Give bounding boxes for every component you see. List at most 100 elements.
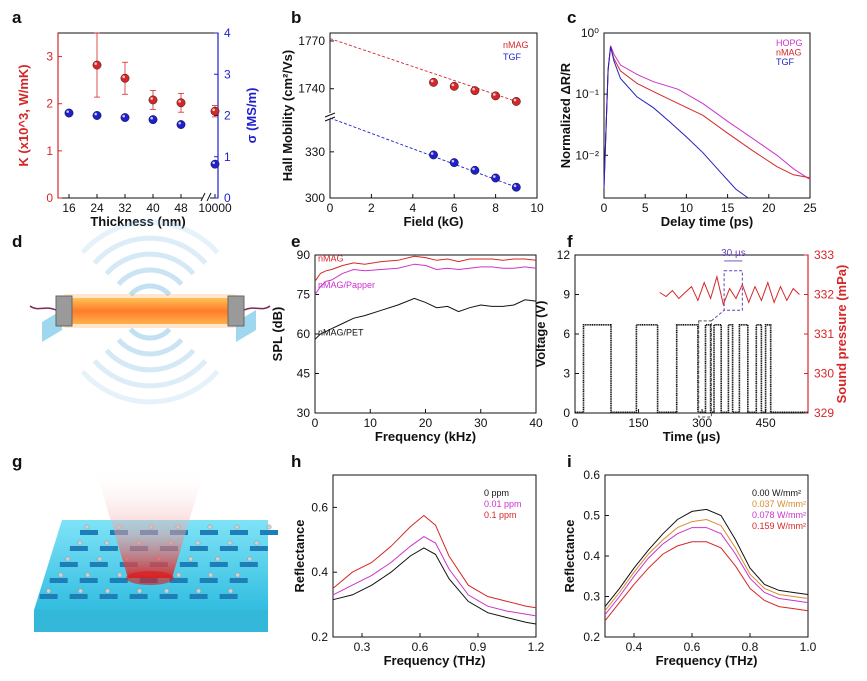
axis-break-gap [325,113,335,119]
analyte-molecule [77,540,83,546]
pulse-train [575,324,808,414]
data-point [148,115,158,125]
data-point [176,120,186,129]
y-tick-label: 333 [814,248,834,262]
resonator-slot [209,562,228,567]
analyte-molecule [235,572,241,578]
y-tick-label: 329 [814,406,834,420]
y-axis-label-left: K (x10^3, W/mK) [16,64,31,166]
x-tick-label: 0 [601,201,608,215]
analyte-molecule [105,588,111,594]
legend-entry: TGF [503,52,521,62]
x-axis-label: Time (μs) [663,429,721,444]
legend-entry: 0.01 ppm [484,499,522,509]
plot-frame [332,474,537,638]
data-point [511,182,521,192]
beam-spot [126,571,174,585]
y-axis-label: Reflectance [562,520,577,593]
x-tick-label: 25 [803,201,817,215]
analyte-molecule [85,572,91,578]
y-tick-label: 3 [224,67,231,81]
series-line [314,263,537,295]
data-point-highlight [212,108,215,112]
x-tick-label: 16 [62,201,76,215]
x-tick-label: 32 [118,201,132,215]
x-tick-label: 2 [368,201,375,215]
data-point-highlight [122,114,125,118]
x-tick-label: 20 [419,416,433,430]
panel-letter-i: i [567,452,572,471]
board-side [34,610,268,632]
resonator-slot [189,546,208,551]
x-tick-label: 0 [327,201,334,215]
lead-wire [243,305,271,311]
x-tick-label: 300 [692,416,712,430]
axis-break-gap [202,194,210,202]
y-tick-label: 1770 [298,34,325,48]
y-axis-label: Normalized ΔR/R [558,62,573,168]
data-point-highlight [178,121,181,125]
legend-entry: 0.00 W/mm² [752,488,801,498]
y-tick-label: 0.3 [583,590,600,604]
speaker-device-illustration [29,219,271,405]
sound-wave-arc [80,219,220,255]
x-axis-label: Frequency (kHz) [375,429,476,444]
x-tick-label: 150 [629,416,649,430]
data-point [449,158,459,168]
y-tick-label: 331 [814,327,834,341]
chart-f: 0 150 300 450 0 3 6 9 12 329 330 331 332 333 30 μs Time… [533,248,849,444]
data-point-highlight [493,175,496,178]
y-tick-label: 6 [563,327,570,341]
x-tick-label: 0.4 [626,640,643,654]
panel-letter-c: c [567,8,576,27]
analyte-molecule [164,588,170,594]
series-line [603,46,749,199]
resonator-slot [69,546,88,551]
axis-break-mark [200,192,206,202]
resonator-slot [219,546,238,551]
lead-wire [29,305,57,311]
data-point [92,111,102,120]
data-point-highlight [493,93,496,96]
right-base [236,310,256,342]
legend-entry: 0.037 W/mm² [752,499,806,509]
analyte-molecule [137,588,143,594]
analyte-molecule [84,524,90,530]
axis-break-mark [324,112,336,118]
data-point [64,108,74,118]
analyte-molecule [234,524,240,530]
x-tick-label: 15 [721,201,735,215]
analyte-molecule [176,572,182,578]
x-tick-label: 10 [364,416,378,430]
data-point [491,173,500,183]
data-point [429,150,438,160]
analyte-molecule [266,524,272,530]
y-tick-label: 4 [224,26,231,40]
y-tick-label: 0.4 [583,549,600,563]
x-tick-label: 40 [146,201,160,215]
x-tick-label: 0 [312,416,319,430]
series-line [604,518,809,612]
x-tick-label: 24 [90,201,104,215]
analyte-molecule [188,556,194,562]
glowing-film [62,298,238,324]
resonator-slot [249,546,268,551]
data-point [491,91,500,101]
data-point-highlight [513,98,517,102]
legend-entry: 0.1 ppm [484,510,517,520]
x-axis-label: Frequency (THz) [384,653,486,668]
analyte-molecule [58,572,64,578]
analyte-molecule [196,588,202,594]
y-tick-label: 330 [305,145,325,159]
panel-letter-d: d [12,232,22,251]
resonator-slot [39,594,58,599]
y-tick-label: 0.6 [311,500,328,514]
data-point-highlight [430,79,434,83]
chart-e: 0 10 20 30 40 30 45 60 75 90 nMAG nMAG/Papper nMAG/P… [270,248,543,444]
y-tick-label: 0.2 [311,630,328,644]
sound-wave-arc [128,283,172,297]
y-tick-label: 330 [814,367,834,381]
y-axis-label: Reflectance [292,520,307,593]
x-tick-label: 450 [756,416,776,430]
